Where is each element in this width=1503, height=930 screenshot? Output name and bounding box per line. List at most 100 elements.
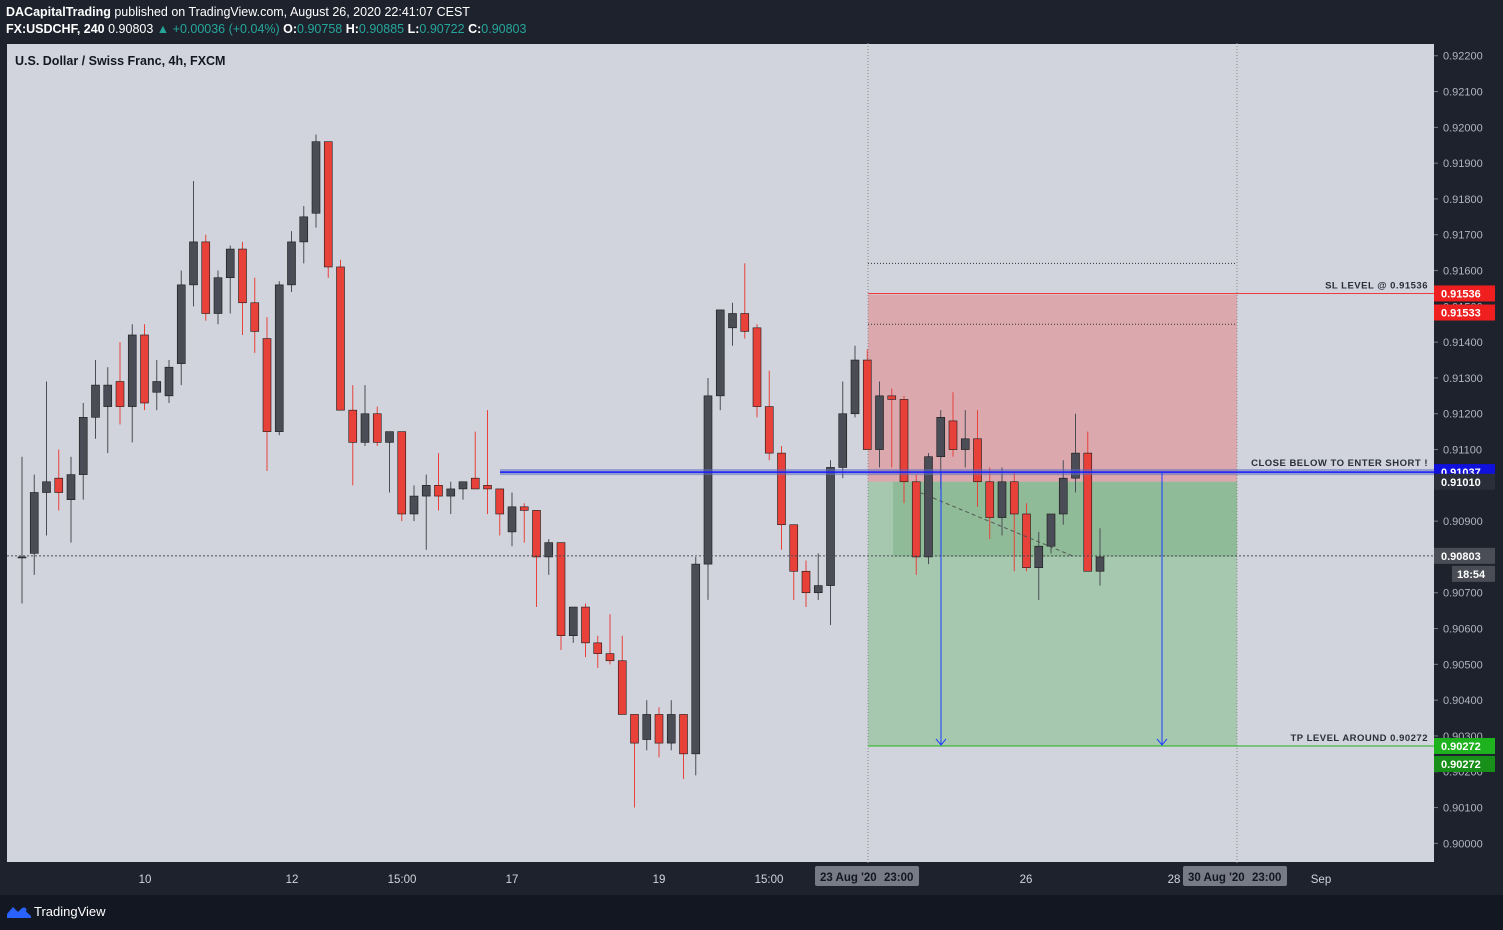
candle-body [568,606,578,636]
candle-body [66,474,76,500]
range-start-time: 23:00 [884,872,913,884]
price-axis[interactable] [1434,44,1500,862]
candle-body [78,417,88,475]
candle-body [728,313,737,329]
candle-body [605,653,615,662]
tradingview-brand[interactable]: TradingView [34,904,106,919]
y-tick-label: 0.91900 [1443,158,1483,170]
published-text: published on TradingView.com, August 26,… [114,5,470,19]
candle-body [127,334,137,407]
candle-body [458,481,468,490]
candle-body [311,141,321,214]
candle-body [54,477,64,493]
candle-body [140,334,149,404]
candle-body [850,359,860,415]
candle-body [875,395,884,450]
range-start-badge [815,866,919,886]
candle-body [446,488,456,497]
price-axis-badge-text: 0.90803 [1441,551,1481,563]
chart-legend-title: U.S. Dollar / Swiss Franc, 4h, FXCM [15,54,225,68]
y-tick-label: 0.90000 [1443,838,1483,850]
x-tick-label: 26 [1020,874,1033,886]
y-tick-label: 0.91700 [1443,230,1483,242]
range-start-date: 23 Aug '20 [820,872,877,884]
y-tick-label: 0.91800 [1443,194,1483,206]
candle-body [519,506,529,511]
candle-body [397,431,407,515]
candle-body [887,395,897,400]
open-value: 0.90758 [297,22,343,36]
candle-body [740,313,750,332]
target-arrow-head [935,738,947,746]
y-tick-label: 0.91300 [1443,373,1483,385]
last-price: 0.90803 [108,22,154,36]
candle-body [189,241,198,286]
candle-body [323,141,333,268]
price-axis-labels: 0.915360.915330.910370.910100.908030.902… [1434,285,1495,772]
candle-body [176,284,186,364]
candle-body [385,431,394,443]
y-tick-label: 0.90900 [1443,516,1483,528]
candle-body [1046,513,1056,547]
candle-body [666,714,676,744]
candle-body [997,481,1007,518]
close-value: 0.90803 [481,22,527,36]
candle-body [91,384,100,418]
candle-body [262,338,272,432]
price-axis-badge-text: 0.91010 [1441,477,1481,489]
countdown-badge [1452,565,1495,582]
candle-body [115,381,125,407]
tradingview-logo-icon[interactable] [7,904,31,918]
y-tick-label: 0.92200 [1443,51,1483,63]
candle-body [238,248,247,304]
candle-body [1083,452,1093,572]
plot-area[interactable] [7,44,1434,862]
price-axis-badge [1434,473,1495,490]
stop-loss-zone [868,294,1237,482]
y-tick-label: 0.91200 [1443,409,1483,421]
y-tick-label: 0.91100 [1443,445,1482,457]
candle-body [372,413,382,443]
y-tick-label: 0.90700 [1443,588,1483,600]
chart-canvas[interactable]: SL LEVEL @ 0.91536 CLOSE BELOW TO ENTER S… [0,43,1503,895]
candle-body [421,485,431,497]
candle-body [1071,452,1080,479]
candle-body [960,438,970,450]
candle-body [507,506,517,533]
candle-body [789,524,799,572]
candle-body [617,660,627,715]
candle-body [924,456,933,558]
candle-body [948,420,958,450]
x-tick-label: Sep [1311,874,1331,886]
countdown-text: 18:54 [1457,569,1486,581]
candle-body [642,714,652,740]
candle-body [1022,513,1031,568]
y-tick-label: 0.90100 [1443,803,1483,815]
candle-body [336,266,345,411]
y-tick-label: 0.92100 [1443,87,1483,99]
annotations: SL LEVEL @ 0.91536 CLOSE BELOW TO ENTER S… [7,280,1434,747]
candle-body [703,395,713,565]
candle-body [470,477,480,490]
candle-body [654,714,664,744]
publisher-name[interactable]: DACapitalTrading [6,5,111,19]
candle-body [483,485,492,490]
candle-body [409,495,419,515]
close-label: C: [468,22,482,36]
x-tick-label: 15:00 [755,874,784,886]
candle-body [556,542,566,636]
high-label: H: [345,22,359,36]
candle-body [801,570,811,594]
stop-loss-label: SL LEVEL @ 0.91536 [1325,280,1428,291]
y-tick-label: 0.91400 [1443,337,1483,349]
candle-body [581,606,590,644]
candle-body [299,216,309,243]
candle-body [899,399,909,483]
candle-body [1034,545,1044,568]
candle-body [213,277,223,314]
price-axis-badge [1434,547,1495,564]
candle-body [1009,481,1019,515]
y-tick-label: 0.91600 [1443,266,1483,278]
candle-body [348,409,358,443]
candle-body [360,413,370,443]
